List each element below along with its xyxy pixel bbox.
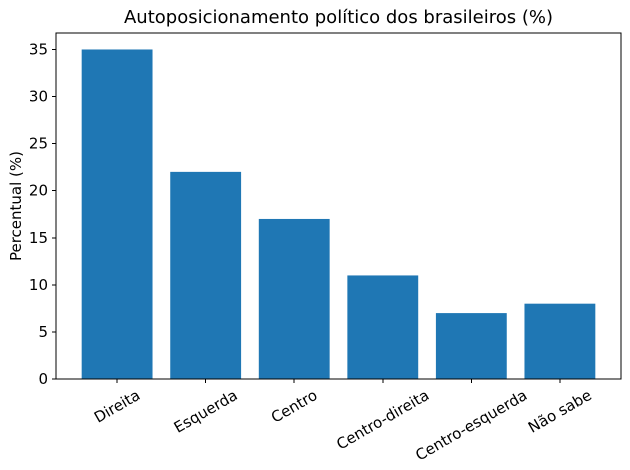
bar <box>524 303 596 379</box>
plot-border <box>55 32 622 380</box>
y-tick-label: 5 <box>38 323 48 341</box>
y-tick-label: 35 <box>29 40 48 58</box>
y-tick-label: 30 <box>29 88 48 106</box>
bar <box>435 313 507 379</box>
x-tick-label: Não sabe <box>525 386 595 437</box>
y-tick-label: 15 <box>29 229 48 247</box>
y-axis-title: Percentual (%) <box>7 151 25 261</box>
bar <box>347 275 419 379</box>
bars-group <box>81 49 596 379</box>
x-tick-label: Centro-esquerda <box>412 386 530 464</box>
bar <box>258 218 330 379</box>
x-tick-label: Direita <box>91 386 143 427</box>
bar <box>170 171 242 379</box>
x-tick-label: Esquerda <box>171 386 241 437</box>
y-tick-label: 10 <box>29 276 48 294</box>
y-tick-label: 20 <box>29 182 48 200</box>
x-tick-label: Centro <box>268 386 320 427</box>
axes-group <box>52 32 622 383</box>
x-tick-label: Centro-direita <box>333 386 432 453</box>
bar <box>81 49 153 379</box>
chart-title: Autoposicionamento político dos brasilei… <box>124 7 553 28</box>
y-tick-label: 25 <box>29 135 48 153</box>
y-tick-label: 0 <box>38 370 48 388</box>
